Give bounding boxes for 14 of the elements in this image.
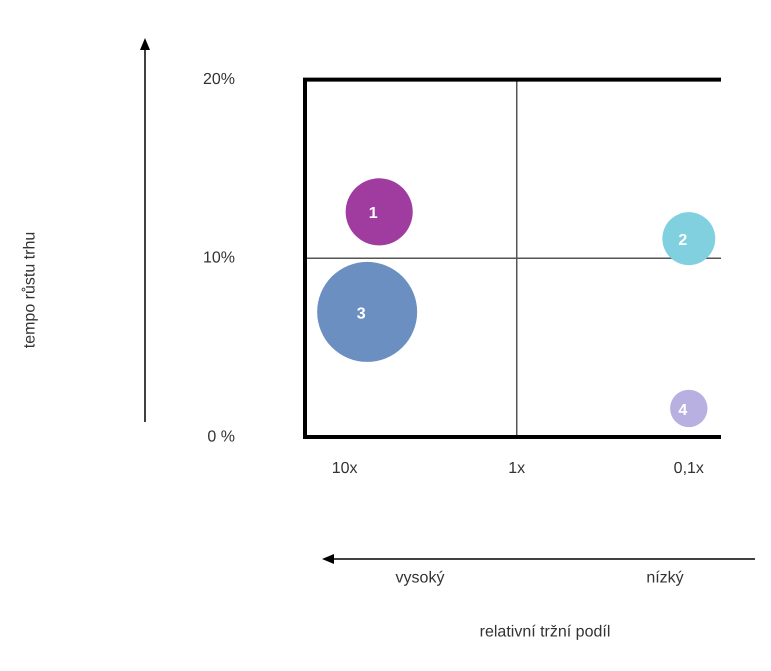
text: vysoký [396, 569, 444, 586]
annotation: 1 [368, 205, 378, 222]
x-tick-label: 1x [508, 460, 526, 478]
y-tick-label: 20% [202, 71, 235, 88]
x-tick-label: 10x [332, 460, 358, 478]
annotation: 2 [678, 232, 688, 250]
text: nízký [646, 569, 684, 586]
x-tick-label: 0,1x [674, 460, 704, 478]
text: tempo růstu trhu [21, 232, 38, 348]
annotation: 3 [356, 305, 366, 322]
annotation: 4 [678, 402, 688, 419]
y-tick-label: 10% [202, 250, 235, 267]
y-tick-label: 0 % [207, 428, 235, 446]
text: relativní tržní podíl [480, 623, 610, 640]
